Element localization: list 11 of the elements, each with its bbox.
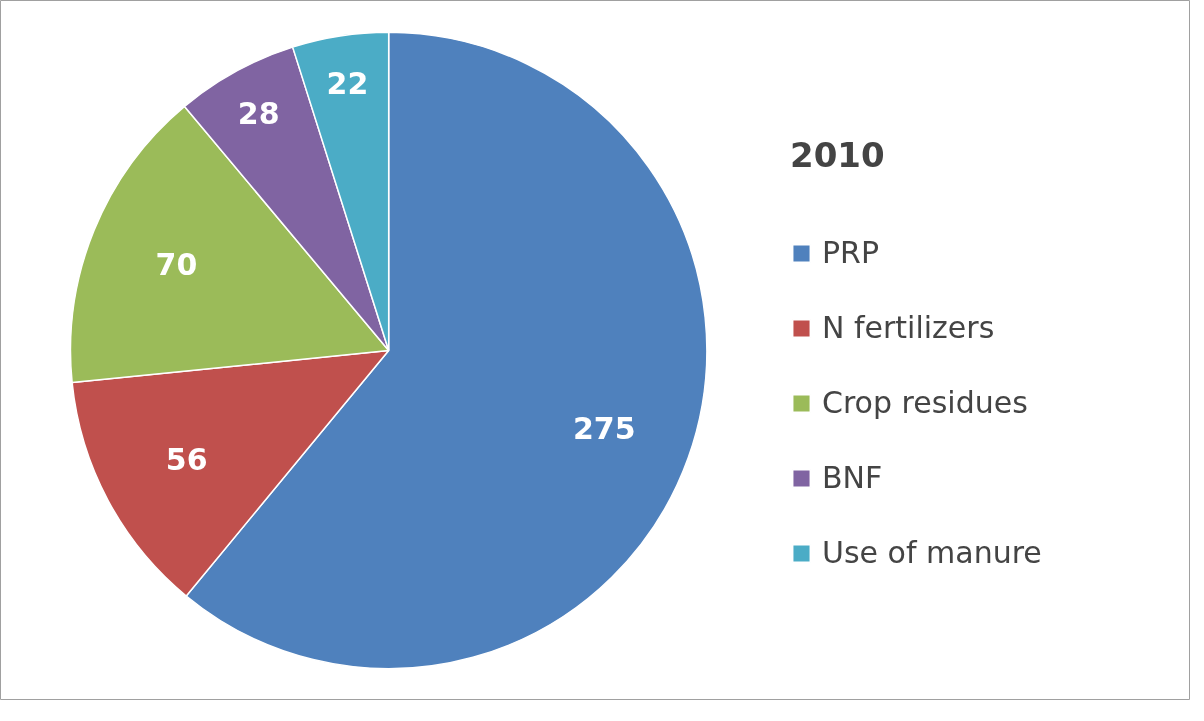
- data-label: 28: [237, 96, 280, 132]
- legend-label: BNF: [822, 460, 883, 495]
- data-label: 70: [155, 247, 198, 283]
- data-label: 22: [326, 66, 369, 102]
- legend-title: 2010: [790, 135, 886, 175]
- data-label: 56: [165, 441, 208, 477]
- legend-label: N fertilizers: [822, 310, 995, 345]
- legend-label: Crop residues: [822, 385, 1028, 420]
- legend-label: Use of manure: [822, 535, 1042, 570]
- data-label: 275: [572, 410, 636, 446]
- legend-label: PRP: [822, 235, 880, 270]
